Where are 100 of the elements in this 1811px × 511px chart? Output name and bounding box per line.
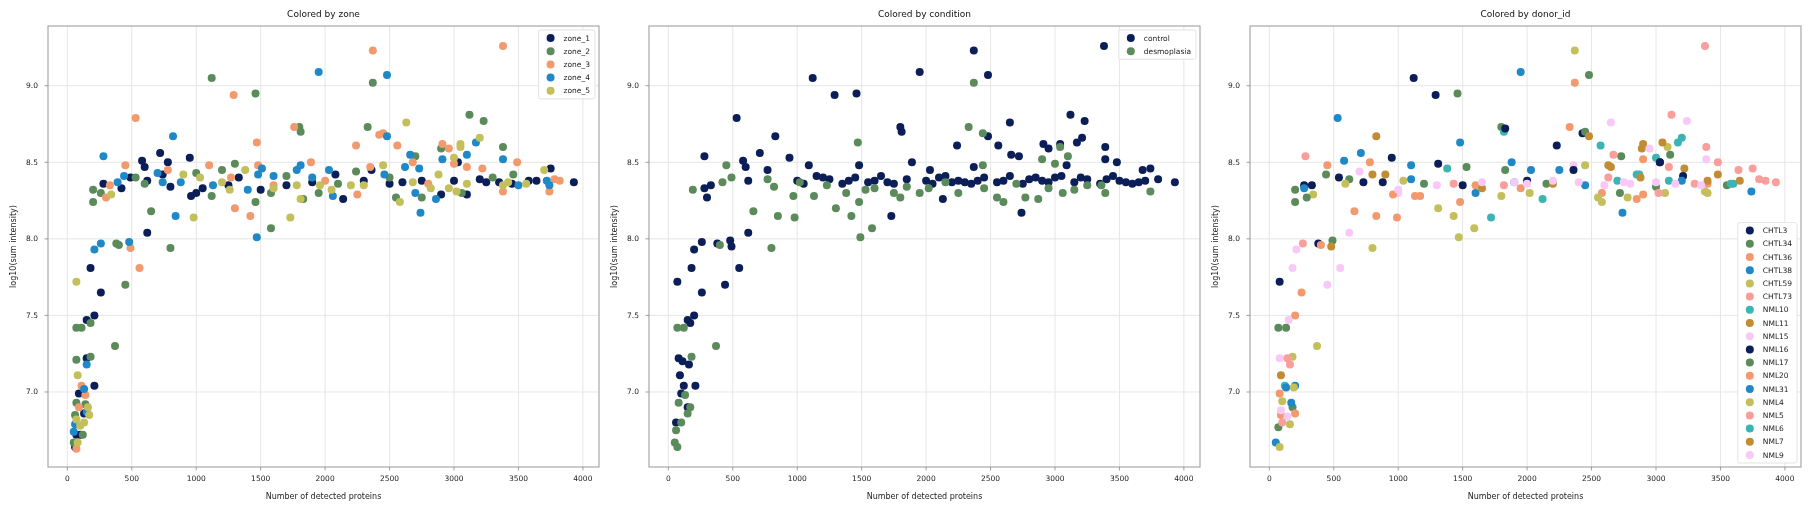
x-axis-title: Number of detected proteins xyxy=(265,492,382,501)
point xyxy=(230,159,239,168)
point xyxy=(166,182,175,191)
point xyxy=(1604,173,1613,182)
point xyxy=(1432,181,1441,190)
point xyxy=(121,161,130,170)
point xyxy=(315,181,324,190)
point xyxy=(1755,175,1764,184)
point xyxy=(140,162,149,171)
point xyxy=(1434,204,1443,213)
point xyxy=(1355,167,1364,176)
point xyxy=(1507,158,1516,167)
point xyxy=(334,179,342,188)
point xyxy=(1389,190,1398,199)
point xyxy=(72,355,81,364)
x-axis-title: Number of detected proteins xyxy=(1467,492,1584,501)
point xyxy=(171,211,180,220)
point xyxy=(99,179,108,188)
point xyxy=(1700,41,1709,50)
point xyxy=(540,165,549,174)
point xyxy=(555,176,564,185)
point xyxy=(1606,118,1615,127)
point xyxy=(1702,142,1711,151)
point xyxy=(462,179,471,188)
point xyxy=(290,123,299,132)
point xyxy=(1747,187,1756,196)
point xyxy=(1287,398,1296,407)
point xyxy=(1372,211,1381,220)
point xyxy=(1596,141,1605,150)
point xyxy=(131,113,140,122)
point xyxy=(89,185,98,194)
point xyxy=(1297,288,1306,297)
chart-title: Colored by zone xyxy=(287,9,361,19)
point xyxy=(198,184,207,193)
point xyxy=(308,173,317,182)
point xyxy=(1516,184,1525,193)
point xyxy=(82,360,91,369)
point xyxy=(1275,354,1284,363)
point xyxy=(1639,155,1648,164)
point xyxy=(225,185,234,194)
point xyxy=(158,178,167,187)
point xyxy=(1456,198,1465,207)
point xyxy=(189,213,198,222)
point xyxy=(207,74,216,83)
point xyxy=(1658,138,1667,147)
point xyxy=(1340,156,1349,165)
point xyxy=(1323,280,1332,289)
point xyxy=(1680,164,1689,173)
point xyxy=(1334,173,1343,182)
point xyxy=(1632,195,1641,204)
point xyxy=(166,244,175,253)
x-axis-title: Number of detected proteins xyxy=(866,492,983,501)
point xyxy=(80,418,89,427)
point xyxy=(498,41,507,50)
point xyxy=(1600,181,1609,190)
point xyxy=(1407,175,1416,184)
point xyxy=(1677,133,1686,142)
point xyxy=(1336,263,1345,272)
point xyxy=(205,161,214,170)
point xyxy=(1456,138,1465,147)
point xyxy=(509,170,518,179)
point xyxy=(1356,149,1365,158)
point xyxy=(1350,207,1359,216)
point xyxy=(1434,159,1443,168)
point xyxy=(569,178,578,187)
point xyxy=(1453,89,1462,98)
point xyxy=(143,228,152,237)
point xyxy=(415,164,424,173)
point xyxy=(475,175,484,184)
point xyxy=(241,165,250,174)
point xyxy=(251,198,260,207)
point xyxy=(1525,188,1534,197)
point xyxy=(417,176,426,185)
point xyxy=(514,181,523,190)
point xyxy=(252,138,261,147)
point xyxy=(230,204,239,213)
point xyxy=(229,90,238,99)
point xyxy=(1574,178,1583,187)
point xyxy=(1702,155,1711,164)
point xyxy=(346,181,355,190)
point xyxy=(416,208,425,217)
point xyxy=(411,188,420,197)
point xyxy=(282,172,291,181)
point xyxy=(1458,181,1467,190)
point xyxy=(488,173,497,182)
point xyxy=(359,181,368,190)
point xyxy=(1291,409,1300,418)
point xyxy=(1470,224,1479,233)
point xyxy=(1487,213,1496,222)
point xyxy=(1275,389,1284,398)
point xyxy=(1734,165,1743,174)
point xyxy=(339,195,348,204)
point xyxy=(532,176,541,185)
point xyxy=(1526,165,1535,174)
point xyxy=(1449,211,1458,220)
point xyxy=(90,311,99,320)
point xyxy=(86,352,95,361)
point xyxy=(1407,161,1416,170)
point xyxy=(1276,406,1285,415)
point xyxy=(96,239,105,248)
